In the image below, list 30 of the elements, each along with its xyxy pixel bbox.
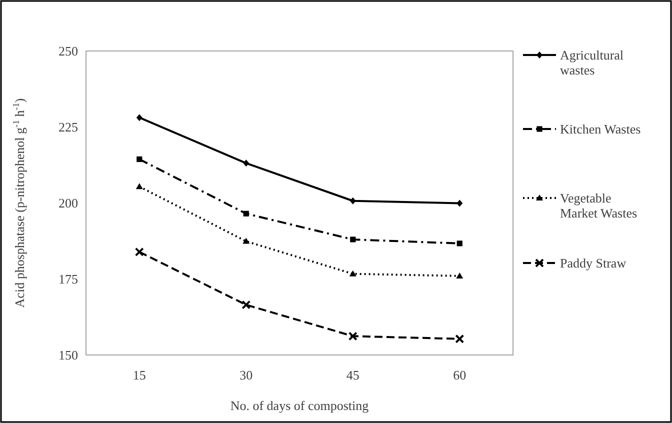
point: [136, 114, 142, 122]
y-tick-label: 225: [58, 120, 78, 135]
x-tick-label: 15: [132, 368, 146, 383]
x-tick-label: 60: [453, 368, 466, 383]
point: [350, 197, 356, 204]
point: [455, 334, 464, 344]
point: [242, 238, 250, 244]
point: [456, 240, 462, 246]
y-tick-label: 200: [58, 196, 78, 211]
y-tick-label: 250: [58, 44, 78, 59]
point: [136, 183, 143, 190]
x-tick-label: 30: [240, 368, 253, 383]
point: [456, 200, 463, 207]
point: [242, 300, 251, 310]
point: [456, 272, 464, 278]
point: [349, 270, 356, 276]
x-axis-title: No. of days of composting: [230, 398, 370, 413]
legend-label: Agricultural wastes: [560, 48, 624, 78]
legend-label: Kitchen Wastes: [560, 122, 641, 137]
legend-label: Paddy Straw: [560, 256, 627, 271]
point: [350, 236, 356, 242]
point: [136, 156, 142, 162]
x-tick-label: 45: [346, 368, 360, 383]
point: [243, 210, 249, 216]
point: [134, 247, 144, 256]
point: [243, 160, 250, 167]
legend-label: Vegetable Market Wastes: [560, 190, 638, 220]
point: [348, 332, 358, 341]
y-tick-label: 175: [58, 272, 78, 287]
y-tick-label: 150: [58, 348, 78, 363]
